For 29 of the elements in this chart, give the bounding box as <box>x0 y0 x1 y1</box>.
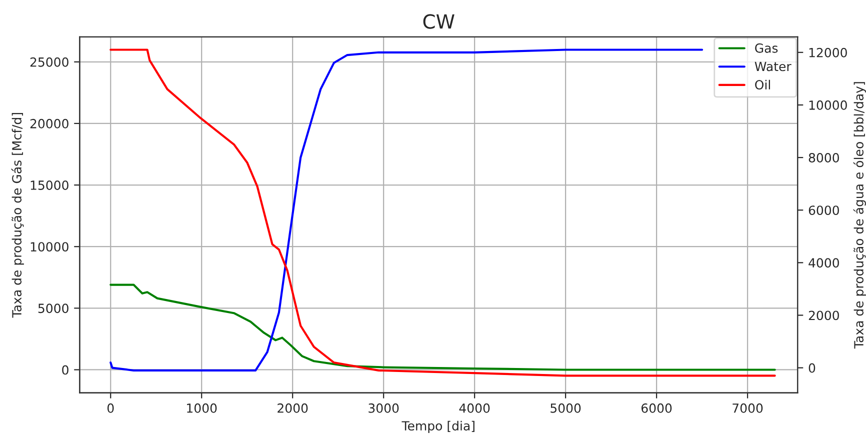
x-tick-label: 1000 <box>187 403 217 413</box>
y-tick-label: 15000 <box>30 180 68 190</box>
legend-label: Oil <box>755 80 770 90</box>
x-tick-label: 2000 <box>278 403 308 413</box>
y-tick-label: 10000 <box>30 242 68 252</box>
y2-tick-label: 10000 <box>809 100 847 110</box>
y-axis-title: Taxa de produção de Gás [Mcf/d] <box>11 113 24 318</box>
x-tick-label: 5000 <box>550 403 581 413</box>
x-tick-label: 4000 <box>459 403 490 413</box>
y2-tick-label: 2000 <box>808 310 839 320</box>
y2-tick-label: 8000 <box>808 153 839 162</box>
y-tick-label: 20000 <box>30 118 68 128</box>
x-tick-label: 3000 <box>368 403 399 413</box>
y2-tick-label: 6000 <box>808 206 839 216</box>
x-tick-label: 6000 <box>642 403 672 413</box>
y2-tick-label: 4000 <box>808 258 839 268</box>
legend-label: Gas <box>755 43 778 53</box>
chart-title: CW <box>423 14 454 29</box>
legend-label: Water <box>754 62 792 72</box>
x-axis-title: Tempo [dia] <box>402 420 474 433</box>
y-tick-label: 5000 <box>38 304 68 314</box>
x-tick-label: 0 <box>107 403 114 413</box>
y2-tick-label: 0 <box>808 363 816 373</box>
y2-axis-title: Taxa de produção de água e óleo [bbl/day] <box>853 82 866 349</box>
y2-tick-label: 12000 <box>809 48 847 58</box>
y-tick-label: 0 <box>62 365 68 375</box>
line-series <box>110 284 776 371</box>
x-tick-label: 7000 <box>732 403 763 413</box>
y-tick-label: 25000 <box>30 57 68 67</box>
